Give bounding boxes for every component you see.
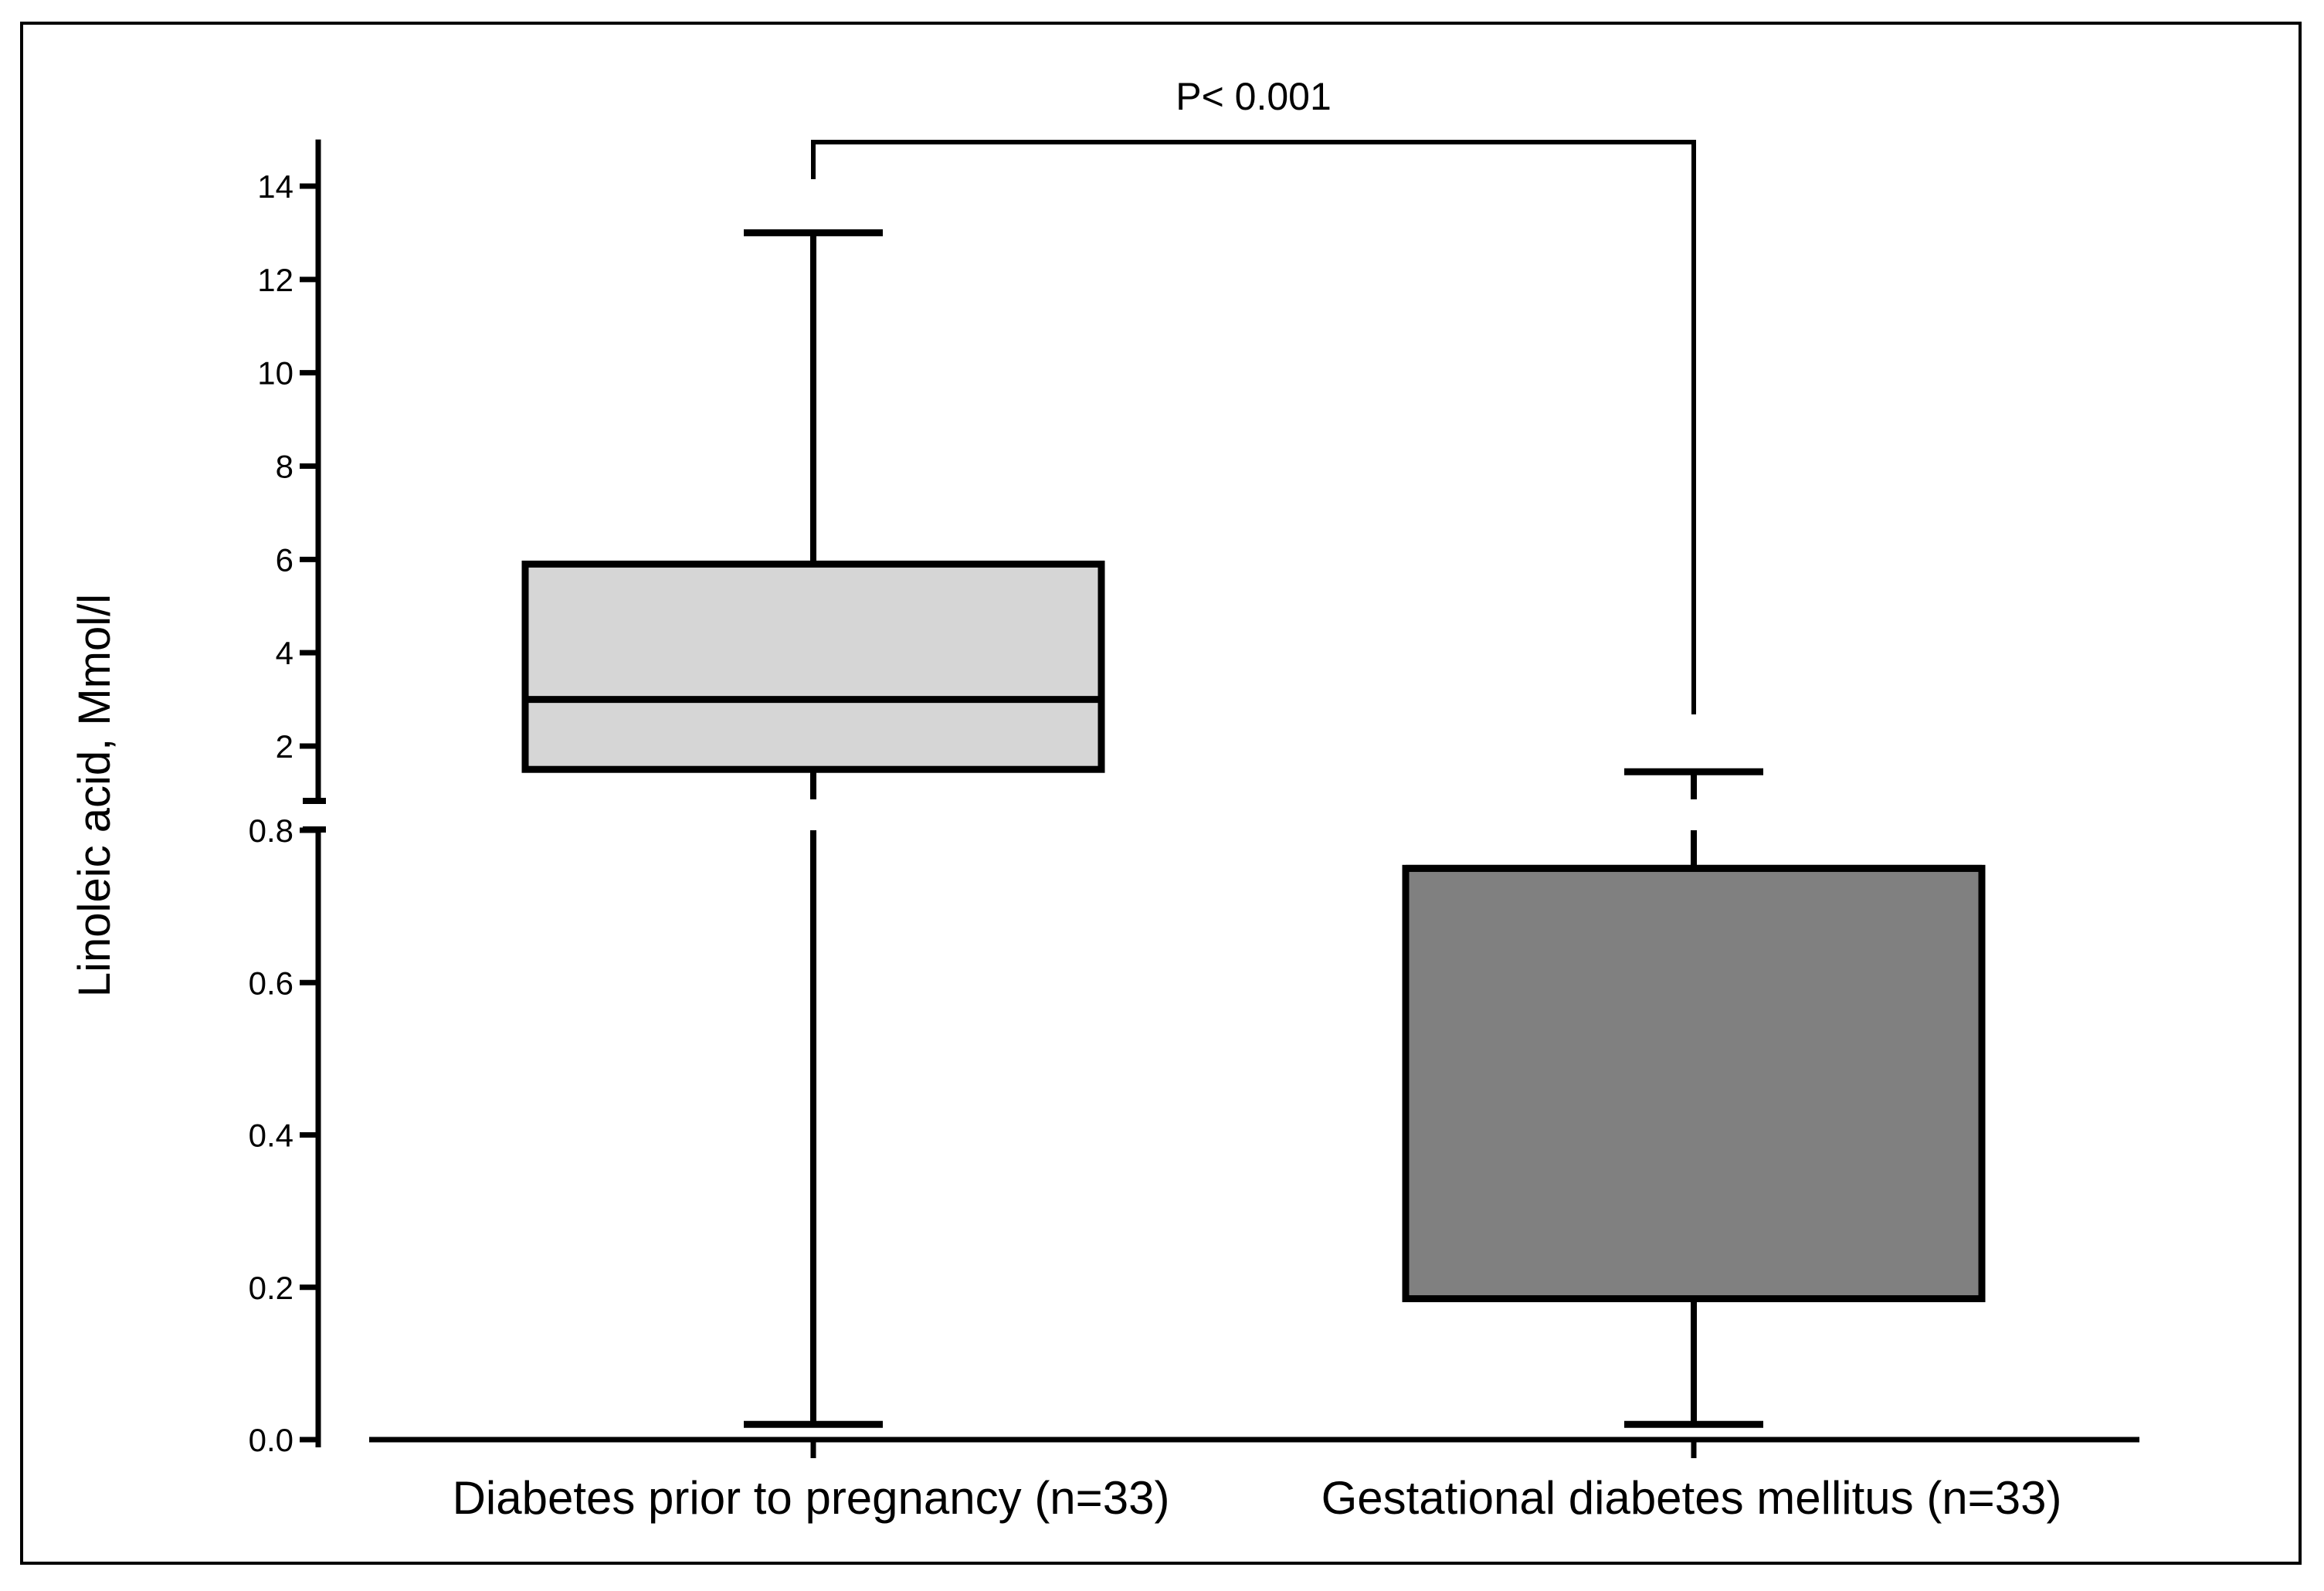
y-tick-label: 6 [276,541,293,578]
x-tick-label: Gestational diabetes mellitus (n=33) [1321,1472,2062,1524]
y-tick-label: 10 [257,355,293,392]
y-tick-label: 14 [257,168,293,205]
y-axis: 0.0 0.2 0.4 0.6 0.8 2 4 6 8 10 12 14 [249,139,326,1458]
box-iqr [1402,864,1986,1303]
box-plot-2 [1402,768,1986,1428]
y-tick-label: 4 [276,635,293,671]
y-tick-label: 0.8 [249,812,293,849]
frame-border [20,22,2302,1565]
bracket-line [811,140,1696,714]
y-axis-label: Linoleic acid, Mmol/l [70,594,120,997]
y-tick-label: 0.6 [249,965,293,1001]
x-tick-label: Diabetes prior to pregnancy (n=33) [453,1472,1170,1524]
box-plot-1 [521,229,1105,1428]
p-value-label: P< 0.001 [1176,75,1332,118]
x-axis: Diabetes prior to pregnancy (n=33) Gestat… [369,1437,2139,1524]
y-tick-label: 0.2 [249,1270,293,1306]
box-iqr [521,560,1105,773]
y-tick-label: 2 [276,728,293,765]
box-plots [521,229,1986,1428]
y-tick-label: 0.4 [249,1118,293,1154]
y-tick-label: 0.0 [249,1422,293,1458]
y-tick-label: 12 [257,262,293,298]
y-tick-label: 8 [276,449,293,485]
significance-bracket: P< 0.001 [811,75,1696,714]
